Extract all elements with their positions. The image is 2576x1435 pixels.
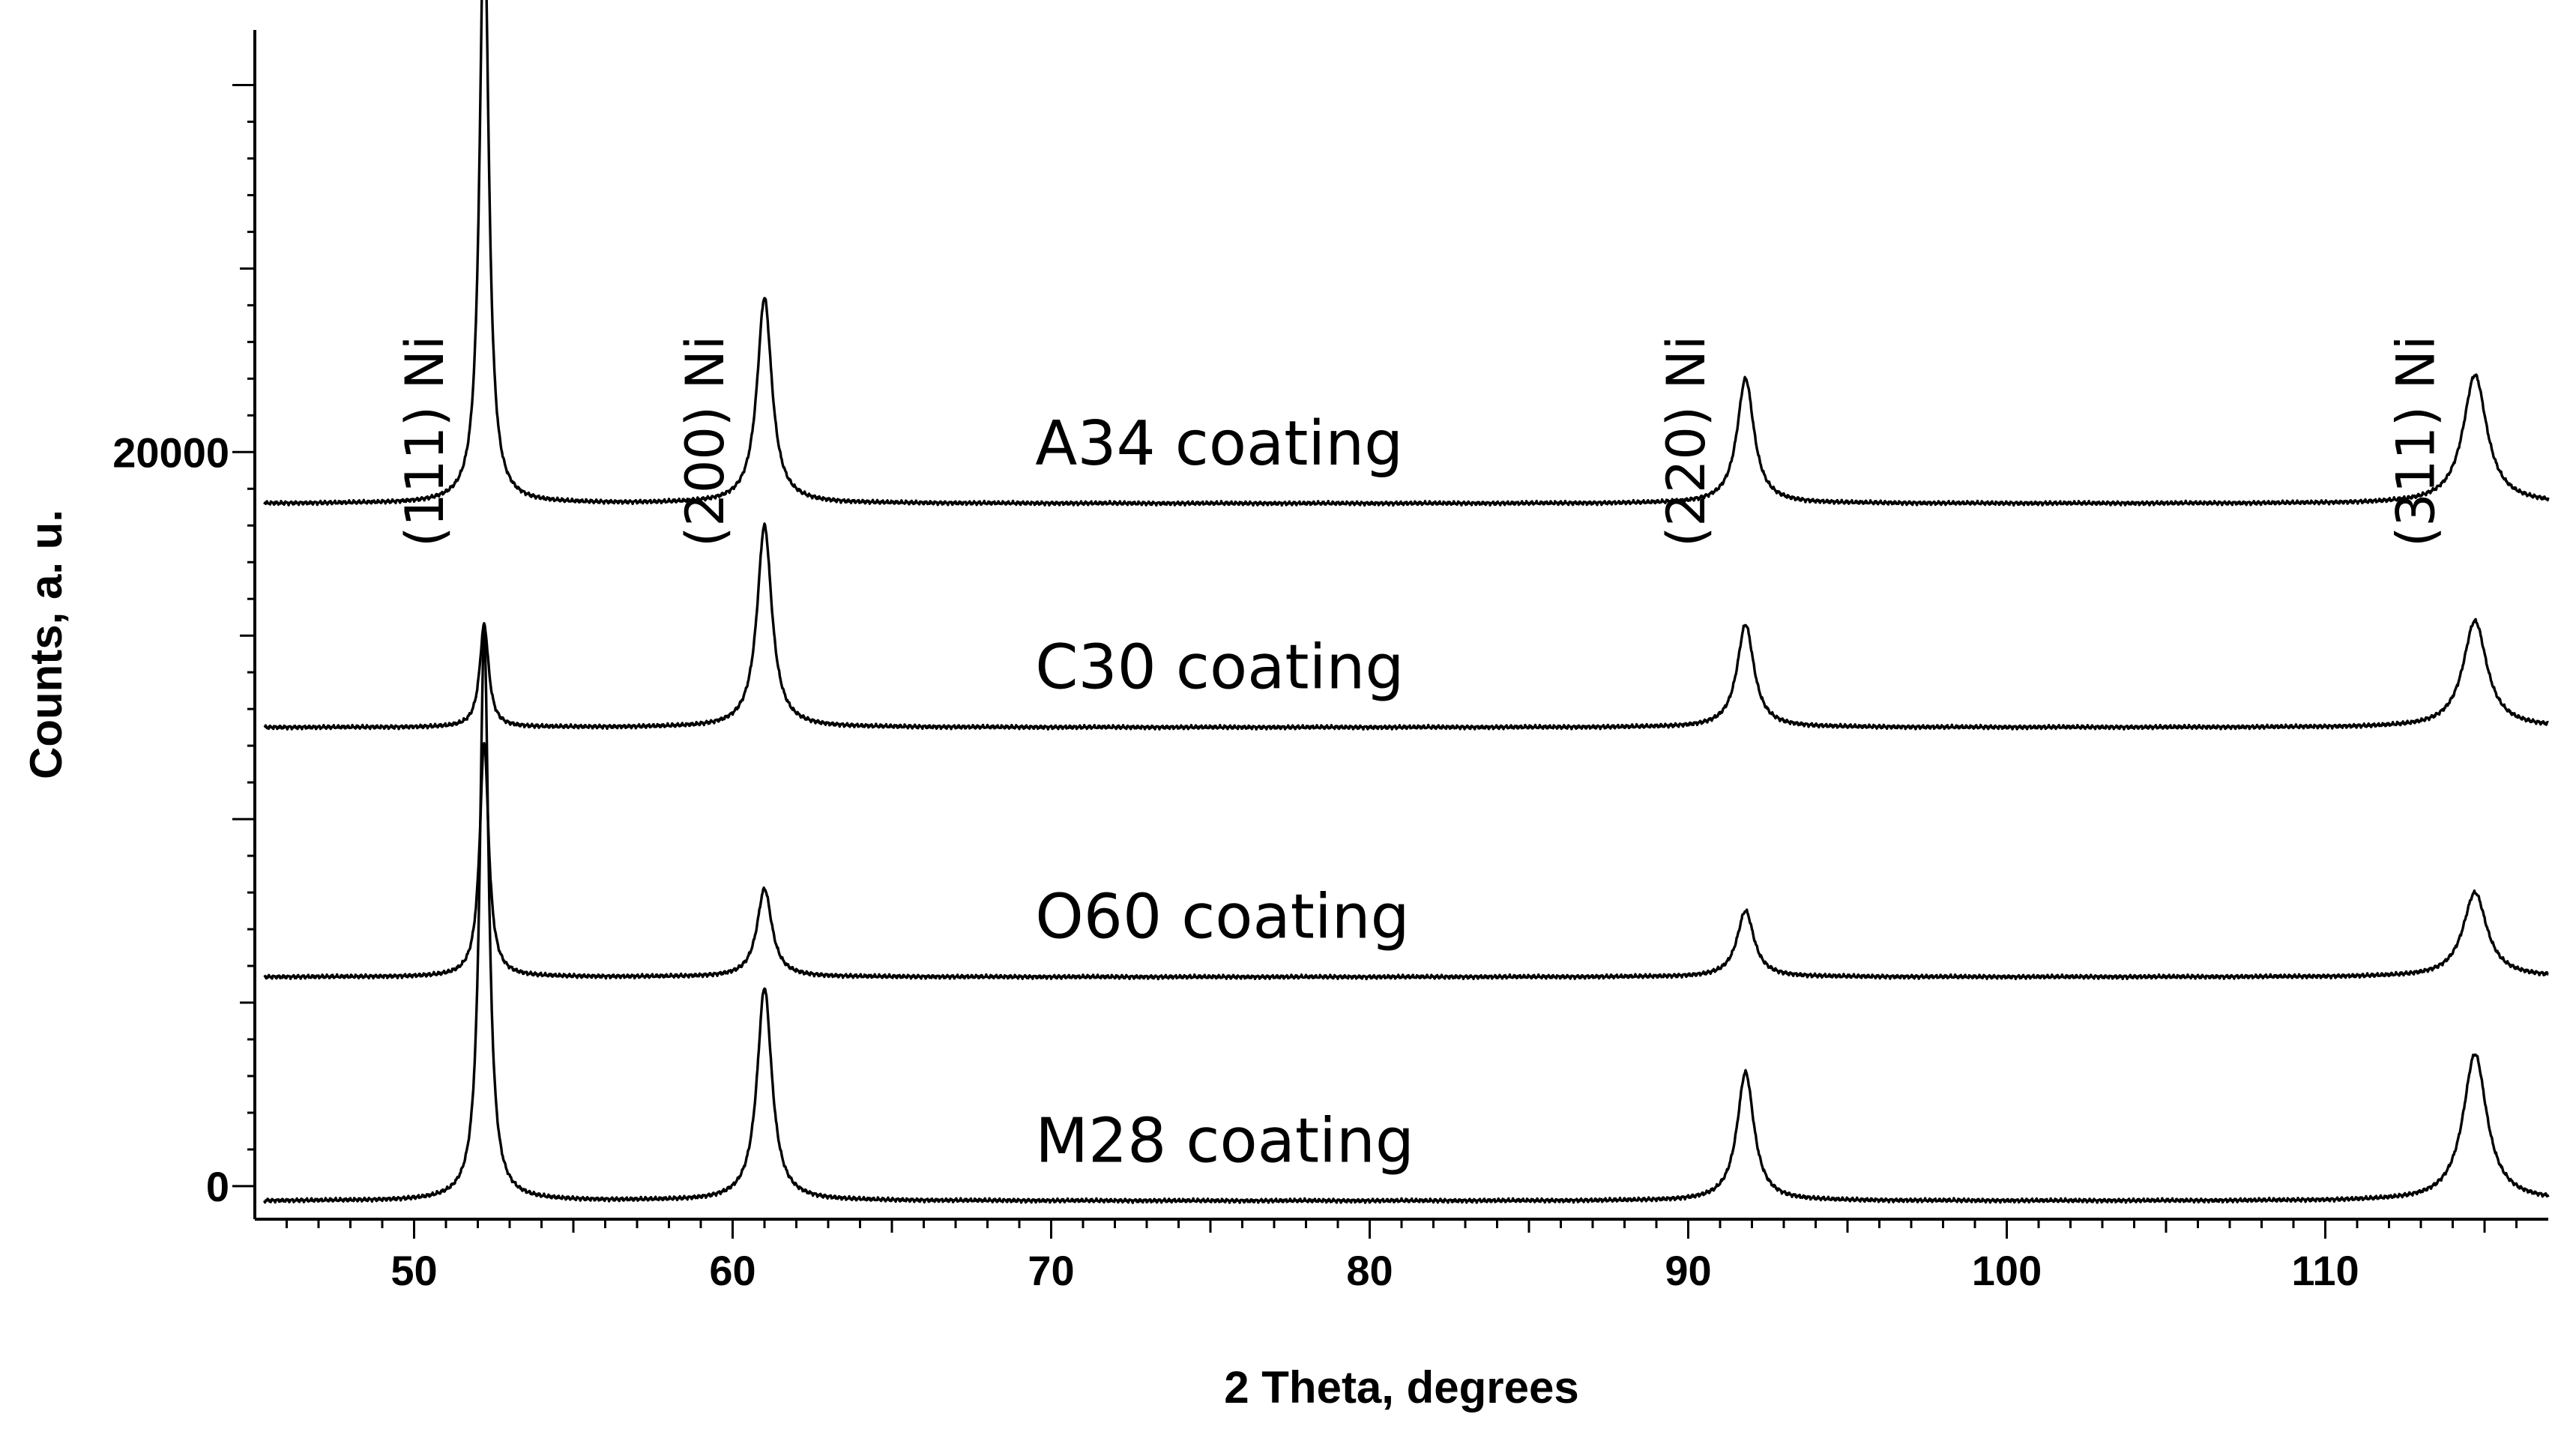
x-tick-label: 70 [1028, 1247, 1074, 1294]
series-label-o60-coating: O60 coating [1035, 882, 1409, 953]
series-label-a34-coating: A34 coating [1035, 408, 1403, 480]
x-tick-label: 60 [709, 1247, 755, 1294]
series-traces [263, 0, 2550, 1204]
peak-label-200-ni: (200) Ni [675, 336, 736, 547]
x-axis-ticks: 50 60 70 80 90 100 110 [286, 1219, 2518, 1294]
peak-label-111-ni: (111) Ni [394, 336, 456, 547]
x-tick-label: 80 [1346, 1247, 1393, 1294]
x-axis-title: 2 Theta, degrees [1224, 1362, 1579, 1413]
y-tick-label: 20000 [112, 429, 229, 476]
series-labels: A34 coating C30 coating O60 coating M28 coa… [1035, 408, 1414, 1177]
y-axis-title: Counts, a. u. [21, 510, 71, 779]
y-tick-label: 0 [206, 1163, 229, 1210]
x-tick-label: 90 [1665, 1247, 1711, 1294]
series-label-m28-coating: M28 coating [1035, 1106, 1414, 1177]
peak-label-311-ni: (311) Ni [2385, 336, 2446, 547]
series-line-o60-coating [263, 742, 2549, 981]
x-tick-label: 50 [390, 1247, 437, 1294]
peak-labels: (111) Ni (200) Ni (220) Ni (311) Ni [394, 336, 2446, 547]
series-label-c30-coating: C30 coating [1035, 632, 1404, 704]
peak-label-220-ni: (220) Ni [1656, 336, 1717, 547]
series-line-m28-coating [263, 629, 2550, 1204]
x-tick-label: 100 [1972, 1247, 2042, 1294]
x-tick-label: 110 [2291, 1247, 2359, 1294]
series-line-a34-coating [263, 0, 2550, 507]
y-axis-ticks: 0 20000 [112, 83, 255, 1210]
series-line-c30-coating [263, 522, 2549, 731]
